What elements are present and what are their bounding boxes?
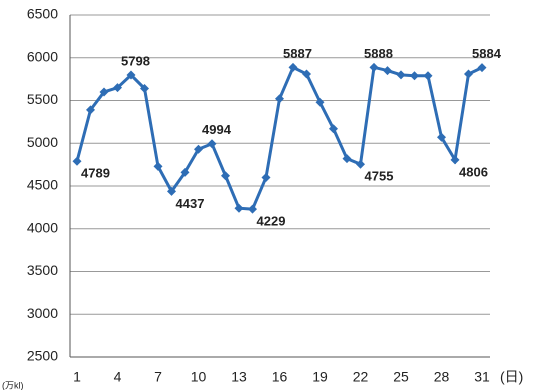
value-label: 4806 — [459, 164, 488, 179]
marker — [221, 171, 230, 181]
x-tick-label: 7 — [154, 369, 162, 385]
x-tick-label: 19 — [312, 369, 328, 385]
marker — [194, 144, 203, 154]
value-label: 5887 — [283, 46, 312, 61]
y-tick-label: 2500 — [27, 348, 58, 364]
marker — [437, 132, 446, 142]
marker — [288, 62, 298, 72]
marker — [99, 87, 109, 97]
marker — [72, 156, 82, 166]
x-tick-label: 10 — [191, 369, 207, 385]
value-label: 4755 — [365, 169, 394, 184]
marker — [315, 97, 325, 107]
marker — [342, 154, 352, 164]
x-tick-label: 16 — [272, 369, 288, 385]
y-tick-label: 4500 — [27, 177, 58, 193]
marker — [153, 161, 163, 171]
marker — [369, 62, 379, 72]
marker — [248, 204, 257, 214]
marker — [356, 159, 365, 169]
marker — [113, 83, 122, 93]
line — [75, 65, 483, 211]
value-label: 4437 — [176, 196, 205, 211]
y-tick-label: 4000 — [27, 219, 58, 235]
x-tick-label: 22 — [353, 369, 369, 385]
marker — [207, 139, 217, 149]
x-tick-label: 1 — [73, 369, 81, 385]
marker — [261, 172, 271, 182]
y-tick-label: 3000 — [27, 305, 58, 321]
marker — [477, 63, 487, 73]
y-tick-label: 5000 — [27, 134, 58, 150]
marker — [464, 69, 473, 79]
marker — [423, 71, 433, 81]
marker — [329, 124, 338, 134]
x-tick-label: 28 — [434, 369, 450, 385]
x-tick-label: 25 — [393, 369, 409, 385]
y-tick-label: 3500 — [27, 262, 58, 278]
marker — [140, 84, 149, 94]
marker — [275, 94, 284, 104]
marker — [126, 70, 136, 80]
value-label: 4229 — [257, 214, 286, 229]
marker — [234, 203, 244, 213]
value-label: 5884 — [472, 46, 502, 61]
y-unit: (万kl) — [2, 380, 24, 390]
marker — [302, 69, 311, 79]
marker — [396, 70, 406, 80]
marker — [86, 105, 95, 115]
value-label: 5888 — [364, 46, 393, 61]
marker — [410, 71, 419, 81]
value-label: 5798 — [121, 53, 150, 68]
x-tick-label: 4 — [114, 369, 122, 385]
y-tick-label: 6000 — [27, 48, 58, 64]
marker — [167, 186, 176, 196]
marker — [450, 155, 460, 165]
marker — [383, 66, 392, 76]
marker — [180, 167, 190, 177]
y-tick-label: 5500 — [27, 91, 58, 107]
value-label: 4994 — [202, 122, 232, 137]
y-tick-label: 6500 — [27, 6, 58, 22]
value-label: 4789 — [81, 166, 110, 181]
x-tick-label: 31 — [474, 369, 490, 385]
x-tick-label: 13 — [231, 369, 247, 385]
x-unit: (日) — [500, 369, 523, 385]
